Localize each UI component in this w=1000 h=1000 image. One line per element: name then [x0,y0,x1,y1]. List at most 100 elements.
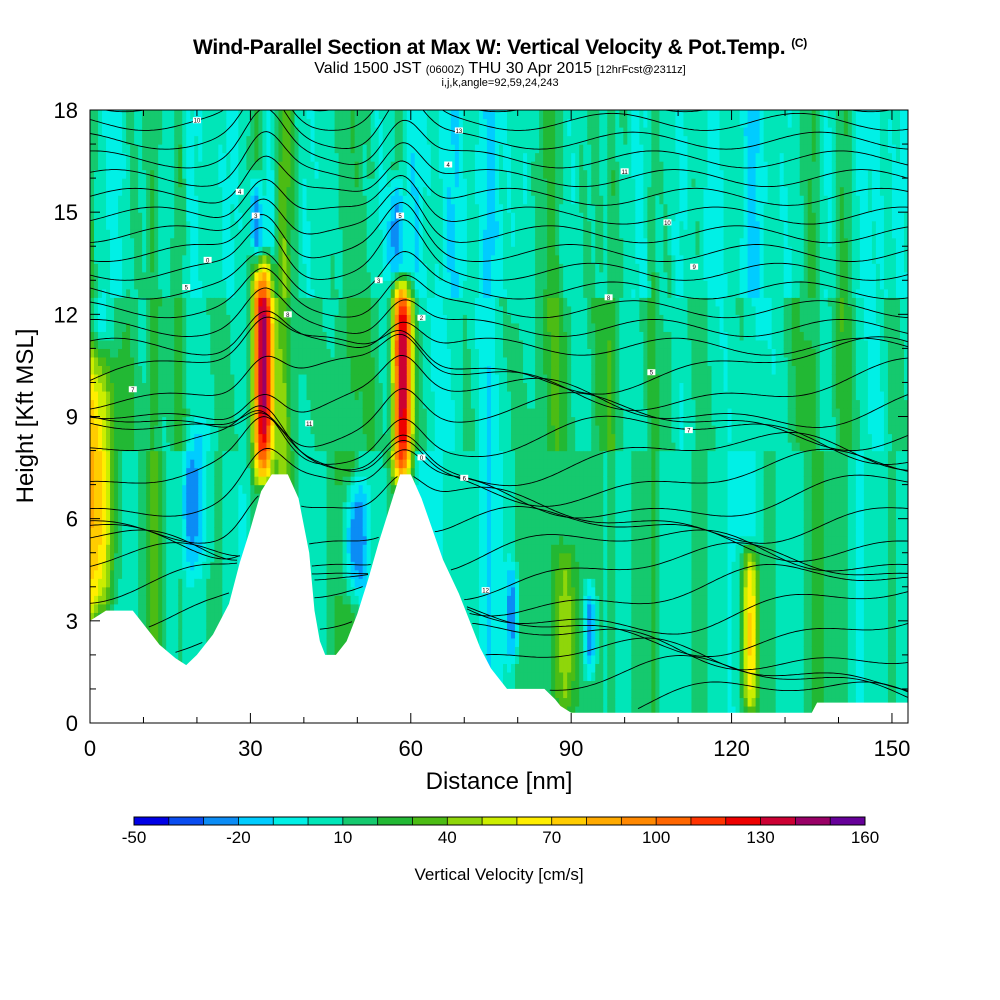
velocity-cell [90,305,95,315]
velocity-cell [298,407,304,418]
velocity-cell [222,144,227,154]
velocity-cell [362,518,368,528]
velocity-cell [258,467,264,477]
velocity-cell [154,399,159,409]
velocity-cell [270,382,276,392]
velocity-cell [210,425,215,435]
velocity-cell [298,144,304,154]
velocity-cell [262,331,268,341]
velocity-cell [238,254,243,264]
velocity-cell [118,603,123,613]
velocity-cell [126,442,131,452]
velocity-cell [342,561,348,571]
velocity-cell [98,365,103,375]
velocity-cell [302,152,308,162]
velocity-cell [194,603,199,613]
velocity-cell [102,544,107,554]
velocity-cell [258,297,264,307]
velocity-cell [314,339,320,349]
velocity-cell [322,629,328,639]
velocity-cell [174,161,179,171]
velocity-cell [254,135,260,145]
velocity-cell [142,493,147,503]
velocity-cell [230,246,235,256]
velocity-cell [346,620,352,630]
velocity-cell [102,348,107,358]
velocity-cell [174,646,179,656]
velocity-cell [234,518,239,528]
velocity-cell [158,544,163,554]
velocity-cell [110,178,115,188]
velocity-cell [314,195,320,205]
velocity-cell [98,569,103,579]
velocity-cell [346,229,352,239]
velocity-cell [278,356,284,367]
velocity-cell [226,416,231,426]
velocity-cell [254,331,260,341]
velocity-cell [270,127,276,137]
velocity-cell [178,297,183,307]
velocity-cell [314,110,320,120]
velocity-cell [198,297,203,307]
velocity-cell [218,544,223,554]
velocity-cell [322,612,328,622]
velocity-cell [238,229,243,239]
velocity-cell [330,569,336,579]
velocity-cell [130,356,135,367]
velocity-cell [190,229,195,239]
velocity-cell [198,493,203,503]
velocity-cell [190,399,195,409]
velocity-cell [350,586,356,596]
velocity-cell [138,493,143,503]
velocity-cell [318,322,324,332]
velocity-cell [294,348,300,358]
velocity-cell [186,110,191,120]
velocity-cell [106,339,111,349]
velocity-cell [334,510,340,520]
velocity-cell [342,535,348,545]
velocity-cell [166,118,171,128]
velocity-cell [198,203,203,213]
velocity-cell [94,254,99,264]
velocity-cell [306,399,312,409]
velocity-cell [122,527,127,537]
velocity-cell [110,127,115,137]
velocity-cell [178,510,183,520]
velocity-cell [114,246,119,256]
velocity-cell [278,467,284,477]
velocity-cell [134,476,139,486]
velocity-cell [162,144,167,154]
velocity-cell [258,212,264,222]
velocity-cell [354,152,360,162]
velocity-cell [190,620,195,630]
velocity-cell [242,144,247,154]
velocity-cell [174,220,179,230]
velocity-cell [210,501,215,511]
velocity-cell [98,467,103,477]
velocity-cell [194,212,199,222]
velocity-cell [142,399,147,409]
velocity-cell [182,620,187,630]
velocity-cell [126,399,131,409]
velocity-cell [226,586,231,596]
velocity-cell [358,212,364,222]
velocity-cell [122,535,127,545]
velocity-cell [122,501,127,511]
velocity-cell [318,569,324,579]
velocity-cell [150,229,155,239]
velocity-cell [238,467,243,477]
velocity-cell [178,212,183,222]
velocity-cell [122,561,127,571]
velocity-cell [190,348,195,358]
velocity-cell [110,373,115,384]
velocity-cell [294,425,300,435]
velocity-cell [322,493,328,503]
velocity-cell [154,382,159,392]
velocity-cell [234,433,239,443]
velocity-cell [138,280,143,290]
velocity-cell [362,135,368,145]
velocity-cell [334,178,340,188]
velocity-cell [118,348,123,358]
velocity-cell [302,518,308,528]
velocity-cell [198,484,203,494]
